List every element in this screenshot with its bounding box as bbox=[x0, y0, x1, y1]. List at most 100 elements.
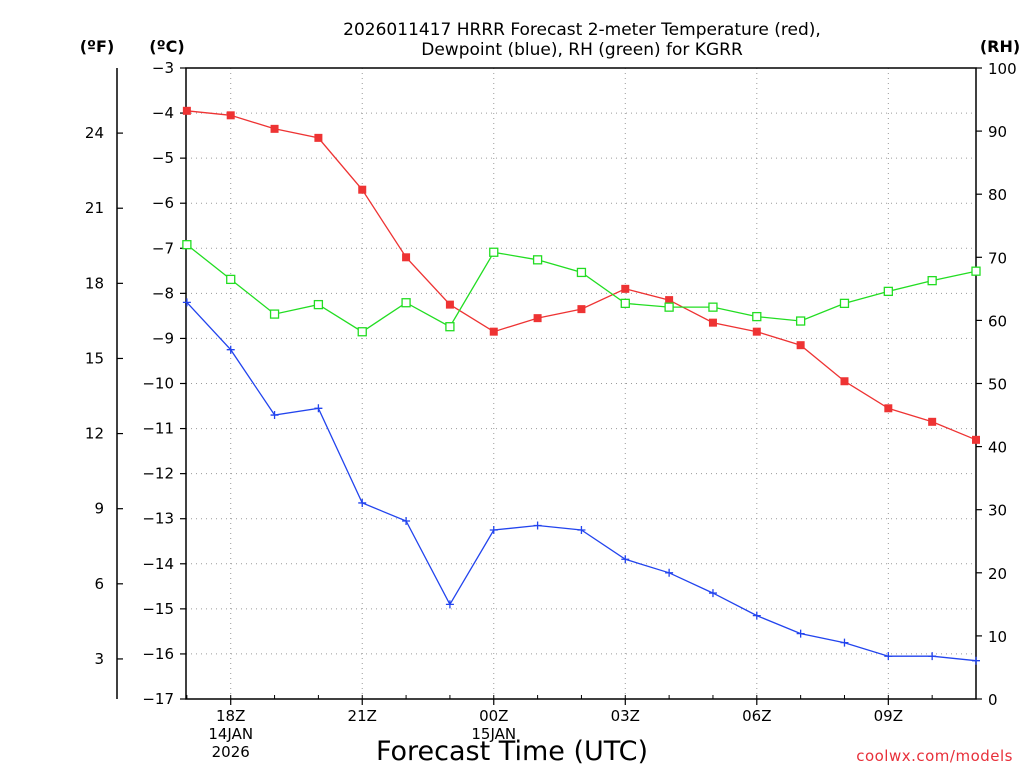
x-tick-label: 2026 bbox=[212, 743, 250, 761]
dewpoint-point bbox=[708, 589, 717, 598]
rh-tick-label: 70 bbox=[988, 249, 1007, 267]
rh-point bbox=[182, 240, 192, 250]
x-tick-label: 15JAN bbox=[471, 725, 516, 743]
celsius-tick-label: −16 bbox=[142, 645, 174, 663]
fahrenheit-tick-label: 3 bbox=[94, 650, 104, 668]
rh-point bbox=[839, 298, 850, 309]
grid-lines bbox=[186, 68, 976, 699]
temperature-point bbox=[577, 305, 586, 314]
rh-point bbox=[708, 302, 718, 312]
dewpoint-point bbox=[796, 629, 805, 638]
rh-point bbox=[532, 255, 543, 265]
dewpoint-point bbox=[402, 516, 411, 525]
dewpoint-point bbox=[533, 521, 542, 530]
celsius-tick-label: −15 bbox=[142, 600, 174, 618]
dewpoint-point bbox=[182, 298, 191, 307]
celsius-tick-label: −9 bbox=[152, 329, 174, 347]
celsius-tick-label: −17 bbox=[142, 690, 174, 708]
rh-point bbox=[401, 298, 411, 308]
temperature-point bbox=[884, 404, 893, 413]
temperature-point bbox=[840, 377, 849, 386]
dewpoint-point bbox=[752, 611, 761, 620]
dewpoint-point bbox=[621, 555, 630, 564]
rh-tick-label: 10 bbox=[988, 628, 1007, 646]
fahrenheit-tick-label: 15 bbox=[85, 349, 104, 367]
temperature-point bbox=[489, 327, 498, 336]
x-axis-label: Forecast Time (UTC) bbox=[376, 736, 648, 767]
rh-tick-label: 40 bbox=[988, 439, 1007, 457]
rh-point bbox=[620, 298, 630, 309]
fahrenheit-tick-label: 6 bbox=[94, 575, 104, 593]
dewpoint-point bbox=[314, 404, 323, 413]
celsius-tick-label: −12 bbox=[142, 465, 174, 483]
dewpoint-line bbox=[186, 301, 977, 662]
temperature-point bbox=[708, 318, 717, 327]
celsius-tick-label: −10 bbox=[142, 375, 174, 393]
rh-line bbox=[186, 244, 977, 333]
temperature-point bbox=[928, 417, 937, 426]
dewpoint-point bbox=[972, 656, 980, 665]
rh-point bbox=[489, 247, 499, 257]
temperature-point bbox=[314, 133, 323, 142]
rh-point bbox=[883, 286, 893, 297]
rh-point bbox=[664, 302, 674, 312]
celsius-tick-label: −11 bbox=[142, 420, 174, 438]
rh-point bbox=[313, 299, 324, 310]
fahrenheit-tick-label: 21 bbox=[85, 199, 104, 217]
rh-point bbox=[576, 267, 587, 278]
fahrenheit-tick-label: 18 bbox=[85, 274, 104, 292]
temperature-point bbox=[796, 341, 805, 350]
celsius-tick-label: −8 bbox=[152, 284, 174, 302]
x-tick-label: 03Z bbox=[611, 707, 640, 725]
rh-tick-label: 100 bbox=[988, 60, 1017, 78]
dewpoint-point bbox=[928, 652, 937, 661]
dewpoint-point bbox=[884, 652, 893, 661]
rh-point bbox=[269, 309, 280, 319]
rh-tick-label: 30 bbox=[988, 502, 1007, 520]
credit-watermark: coolwx.com/models bbox=[856, 747, 1013, 765]
temperature-point bbox=[752, 327, 761, 336]
temperature-point bbox=[665, 296, 674, 305]
celsius-tick-label: −4 bbox=[152, 104, 174, 122]
chart-title-line-2: Dewpoint (blue), RH (green) for KGRR bbox=[421, 40, 743, 60]
celsius-tick-label: −14 bbox=[142, 555, 174, 573]
rh-tick-label: 20 bbox=[988, 565, 1007, 583]
rh-point bbox=[752, 311, 762, 322]
fahrenheit-tick-label: 24 bbox=[85, 124, 104, 142]
axis-ticks: −3 −4 −5 −6 −7 −8 −9 −10 −11 −12 −13 −14 −15 −16 −17 24… bbox=[85, 59, 1017, 761]
temperature-point bbox=[226, 111, 235, 120]
temperature-point bbox=[182, 106, 191, 115]
celsius-unit-label: (ºC) bbox=[149, 37, 184, 56]
celsius-tick-label: −6 bbox=[152, 194, 174, 212]
dewpoint-point bbox=[840, 638, 849, 647]
temperature-point bbox=[358, 185, 367, 194]
rh-tick-label: 0 bbox=[988, 691, 998, 709]
temperature-point bbox=[621, 284, 630, 293]
fahrenheit-unit-label: (ºF) bbox=[80, 37, 115, 56]
celsius-tick-label: −3 bbox=[152, 59, 174, 77]
x-tick-label: 09Z bbox=[874, 707, 903, 725]
x-tick-label: 21Z bbox=[348, 707, 377, 725]
rh-point bbox=[971, 266, 981, 276]
fahrenheit-tick-label: 12 bbox=[85, 425, 104, 443]
dewpoint-point bbox=[489, 525, 498, 534]
x-tick-label: 00Z bbox=[479, 707, 508, 725]
rh-point bbox=[927, 275, 937, 286]
rh-point bbox=[357, 327, 367, 337]
dewpoint-point bbox=[577, 525, 586, 534]
temperature-point bbox=[445, 300, 454, 309]
dewpoint-point bbox=[445, 600, 454, 609]
rh-tick-label: 90 bbox=[988, 123, 1007, 141]
temperature-point bbox=[270, 124, 279, 133]
dewpoint-point bbox=[665, 568, 674, 577]
fahrenheit-tick-label: 9 bbox=[94, 500, 104, 518]
x-tick-label: 14JAN bbox=[208, 725, 253, 743]
temperature-point bbox=[402, 253, 411, 262]
rh-tick-label: 60 bbox=[988, 312, 1007, 330]
rh-tick-label: 50 bbox=[988, 376, 1007, 394]
rh-tick-label: 80 bbox=[988, 186, 1007, 204]
celsius-tick-label: −5 bbox=[152, 149, 174, 167]
temperature-point bbox=[972, 435, 980, 444]
data-series bbox=[182, 106, 981, 665]
